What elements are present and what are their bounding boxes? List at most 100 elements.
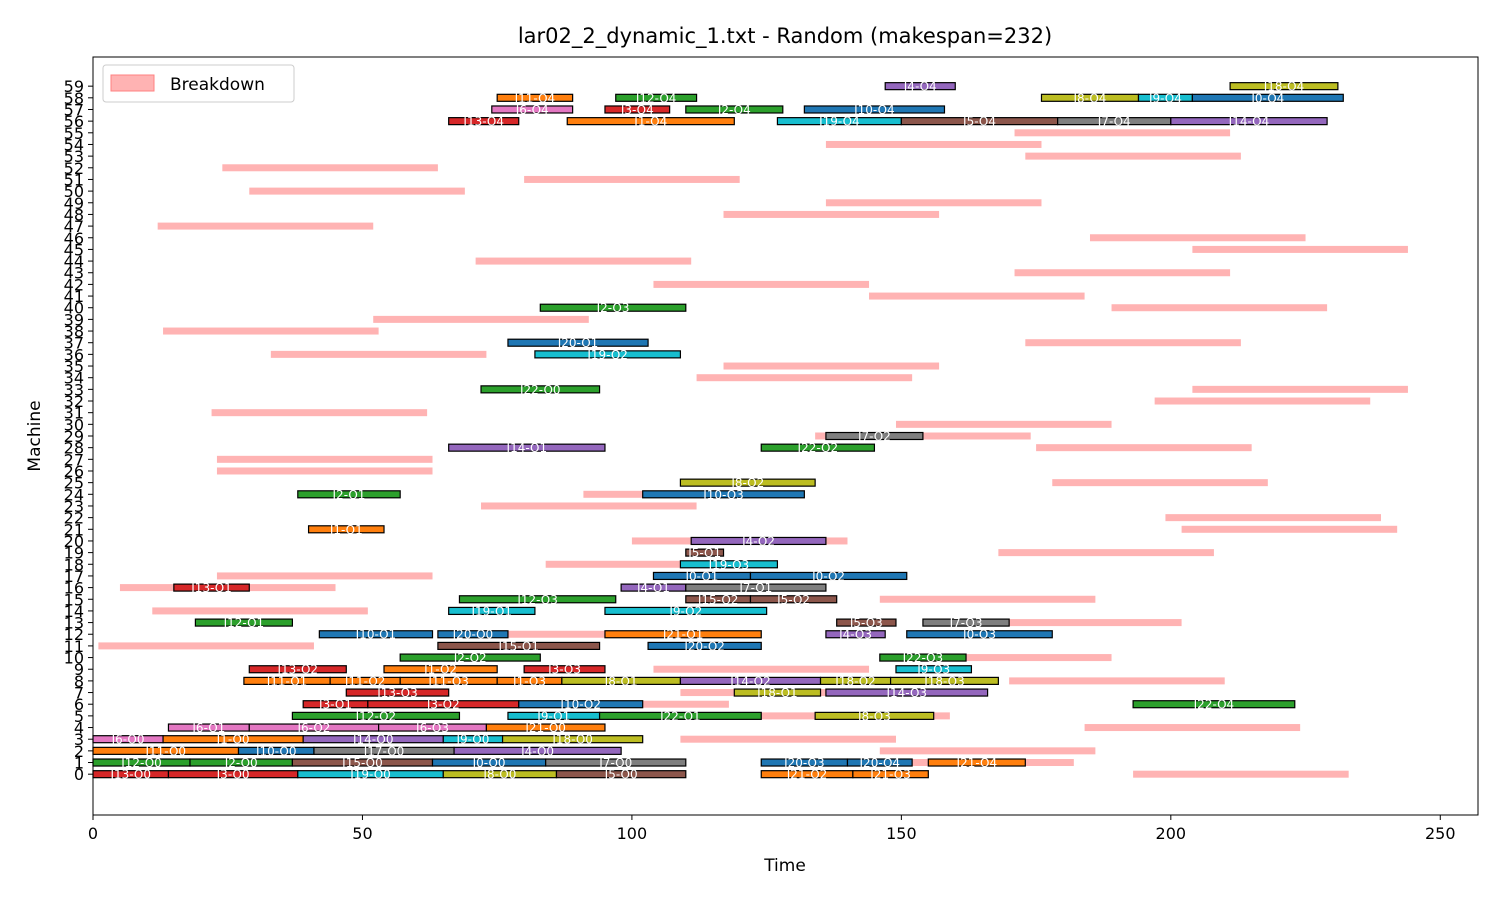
y-tick-label: 50 — [64, 182, 84, 201]
y-tick-label: 22 — [64, 509, 84, 528]
operation-bar — [825, 630, 886, 639]
operation-label: J20-O4 — [859, 756, 901, 770]
operation-label: J5-O2 — [776, 593, 810, 607]
operation-label: J4-O4 — [903, 80, 937, 94]
breakdown-bar — [680, 735, 896, 743]
y-tick-label: 5 — [74, 707, 84, 726]
operation-bar — [345, 688, 450, 697]
operation-bar — [539, 303, 687, 312]
operation-label: J21-O4 — [956, 756, 998, 770]
breakdown-bar — [653, 280, 870, 288]
y-tick-label: 9 — [74, 660, 84, 679]
breakdown-bar — [879, 747, 1096, 755]
x-tick-label: 50 — [352, 824, 372, 843]
y-tick-label: 26 — [64, 462, 84, 481]
operation-label: J10-O0 — [255, 744, 297, 758]
y-tick-label: 19 — [64, 544, 84, 563]
y-tick-label: 46 — [64, 229, 84, 248]
operation-label: J15-O2 — [697, 593, 739, 607]
operation-bar — [604, 606, 768, 616]
legend-label-breakdown: Breakdown — [170, 75, 265, 95]
operation-label: J2-O1 — [332, 488, 366, 502]
operation-label: J22-O4 — [1193, 698, 1235, 712]
breakdown-bar — [825, 140, 1042, 148]
operation-bar — [318, 630, 434, 639]
breakdown-bar — [723, 210, 940, 218]
y-tick-label: 52 — [64, 159, 84, 178]
y-tick-label: 44 — [64, 252, 84, 271]
breakdown-bar — [1133, 770, 1349, 778]
operation-label: J12-O0 — [120, 756, 162, 770]
breakdown-bar — [895, 420, 1112, 428]
operation-label: J13-O2 — [277, 663, 319, 677]
operation-label: J17-O0 — [363, 744, 405, 758]
operation-bar — [523, 665, 606, 674]
operation-label: J3-O4 — [620, 103, 654, 117]
y-tick-label: 38 — [64, 322, 84, 341]
y-tick-label: 1 — [74, 754, 84, 773]
operation-label: J0-O2 — [811, 569, 845, 583]
operation-label: J6-O2 — [296, 721, 330, 735]
operation-bar — [1191, 93, 1344, 102]
breakdown-bar — [825, 199, 1042, 207]
operation-label: J21-O3 — [869, 768, 911, 782]
operation-bar — [685, 105, 784, 114]
operation-label: J18-O2 — [834, 674, 876, 688]
operation-label: J13-O1 — [190, 581, 232, 595]
operation-bar — [485, 723, 606, 732]
breakdown-bar — [216, 572, 433, 580]
y-tick-label: 45 — [64, 240, 84, 259]
y-tick-label: 33 — [64, 380, 84, 399]
operation-label: J3-O0 — [216, 768, 250, 782]
legend-swatch-breakdown — [110, 74, 155, 92]
operation-bar — [496, 93, 574, 102]
y-tick-label: 6 — [74, 695, 84, 714]
y-tick-label: 36 — [64, 345, 84, 364]
breakdown-bar — [1014, 129, 1231, 137]
operation-bar — [448, 443, 606, 452]
operation-label: J2-O2 — [453, 651, 487, 665]
y-axis: 0123456789101112131415161718192021222324… — [64, 77, 93, 784]
operation-label: J7-O3 — [949, 616, 983, 630]
operation-bar — [922, 618, 1010, 627]
operation-label: J14-O2 — [729, 674, 771, 688]
breakdown-bar — [723, 362, 940, 370]
operation-label: J9-O2 — [668, 604, 702, 618]
operation-label: J8-O1 — [604, 674, 638, 688]
operation-label: J7-O0 — [598, 756, 632, 770]
operation-label: J20-O2 — [683, 639, 725, 653]
breakdown-bar — [653, 665, 870, 673]
operation-label: J11-O2 — [344, 674, 386, 688]
operation-bar — [879, 653, 967, 662]
operation-label: J11-O0 — [144, 744, 186, 758]
breakdown-bar — [475, 257, 692, 265]
y-tick-label: 56 — [64, 112, 84, 131]
operation-label: J15-O1 — [497, 639, 539, 653]
operation-label: J20-O1 — [557, 336, 599, 350]
breakdown-bar — [1084, 724, 1301, 732]
operation-bar — [545, 758, 687, 767]
y-tick-label: 14 — [64, 602, 84, 621]
operation-bar — [566, 117, 735, 126]
operation-label: J22-O3 — [902, 651, 944, 665]
breakdown-layer — [98, 129, 1408, 778]
y-tick-label: 20 — [64, 532, 84, 551]
breakdown-bar — [879, 595, 1096, 603]
operation-bar — [749, 571, 908, 581]
y-tick-label: 12 — [64, 625, 84, 644]
operation-bar — [852, 770, 929, 779]
operation-label: J6-O3 — [415, 721, 449, 735]
operation-bar — [760, 443, 876, 452]
operation-bar — [598, 711, 762, 720]
y-tick-label: 15 — [64, 590, 84, 609]
y-tick-label: 47 — [64, 217, 84, 236]
operation-bar — [1229, 82, 1339, 91]
operation-label: J19-O2 — [586, 348, 628, 362]
breakdown-bar — [1025, 152, 1241, 160]
operation-label: J22-O1 — [659, 709, 701, 723]
operation-label: J11-O3 — [427, 674, 469, 688]
operation-label: J9-O1 — [536, 709, 570, 723]
x-axis: 0 50 100 150 200 250 — [88, 815, 1456, 843]
y-tick-label: 21 — [64, 520, 84, 539]
